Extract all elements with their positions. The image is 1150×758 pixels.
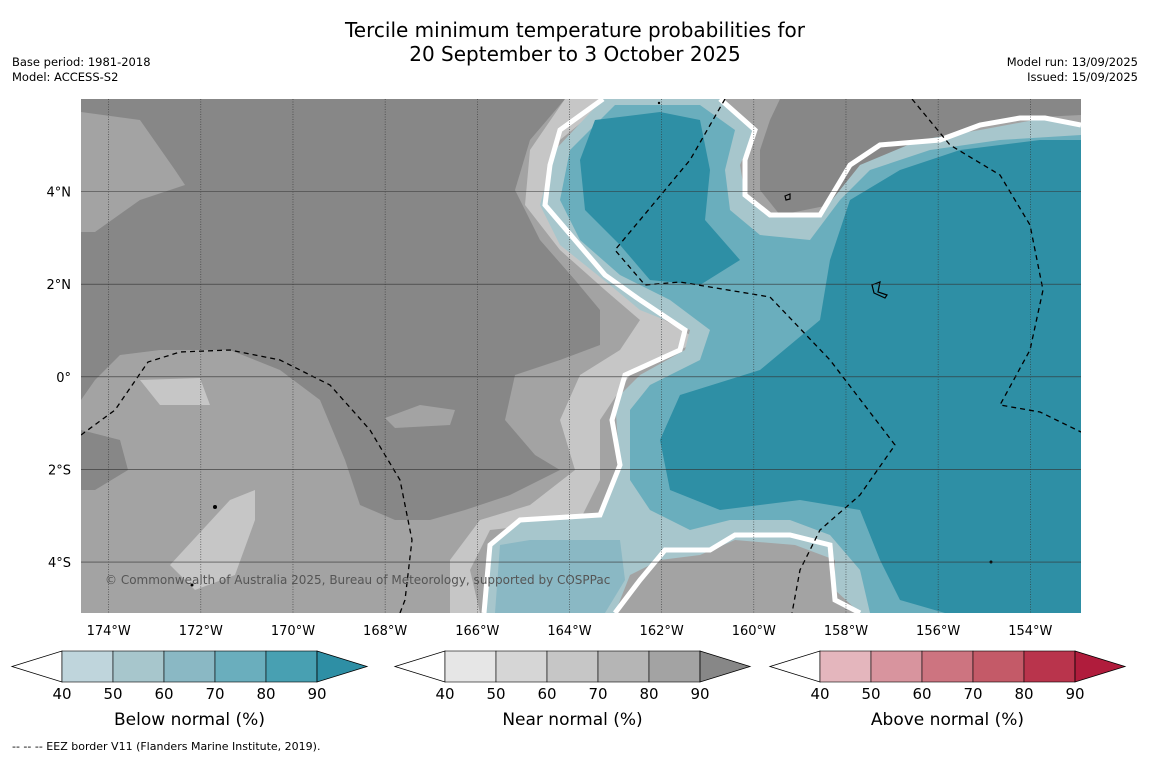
colorbar-tick-label: 70 <box>963 685 982 703</box>
colorbar-2: 40 50 60 70 80 90 Near normal (%) <box>393 650 752 730</box>
meta-left: Base period: 1981-2018 Model: ACCESS-S2 <box>12 55 151 85</box>
category-boundary-line-north <box>718 99 1081 218</box>
colorbar-segment <box>921 650 974 683</box>
colorbar-segment <box>1023 650 1076 683</box>
colorbar-segment <box>163 650 216 683</box>
colorbar-tick-label: 50 <box>486 685 505 703</box>
model-run: Model run: 13/09/2025 <box>1006 55 1138 69</box>
near-normal-mid-patch-c <box>385 405 455 428</box>
colorbar-high-extension <box>699 650 752 683</box>
lon-tick-label: 174°W <box>87 624 131 639</box>
colorbar-segment <box>819 650 872 683</box>
meta-right: Model run: 13/09/2025 Issued: 15/09/2025 <box>1007 55 1138 85</box>
latitude-labels: 4°N 2°N 0° 2°S 4°S <box>47 186 72 571</box>
graticule <box>81 99 1081 613</box>
issued-date: Issued: 15/09/2025 <box>1027 70 1138 84</box>
eez-border-west <box>81 349 413 613</box>
lon-tick-label: 164°W <box>547 624 591 639</box>
colorbar-title: Above normal (%) <box>871 710 1024 730</box>
longitude-labels: 174°W 172°W 170°W 168°W 166°W 164°W 162°W 160°W… <box>87 624 1053 639</box>
lon-tick-label: 160°W <box>732 624 776 639</box>
lon-tick-label: 162°W <box>640 624 684 639</box>
island-small-4 <box>657 101 661 105</box>
colorbar-tick-label: 90 <box>690 685 709 703</box>
colorbar-low-extension <box>768 650 821 683</box>
colorbars: 40 50 60 70 80 90 Below normal (%) 40 50 60 70 80 90… <box>10 650 1127 730</box>
lon-tick-label: 168°W <box>363 624 407 639</box>
colorbar-3: 40 50 60 70 80 90 Above normal (%) <box>768 650 1127 730</box>
eez-border-central <box>614 99 896 613</box>
eez-footnote: -- -- -- EEZ border V11 (Flanders Marine… <box>12 740 321 753</box>
colorbar-tick-label: 70 <box>205 685 224 703</box>
colorbar-tick-label: 50 <box>861 685 880 703</box>
map-figure: © Commonwealth of Australia 2025, Bureau… <box>10 99 1127 730</box>
colorbar-segment <box>495 650 548 683</box>
lat-tick-label: 2°S <box>48 463 71 478</box>
colorbar-segment <box>870 650 923 683</box>
below-normal-dark-region-north <box>580 112 740 285</box>
lat-tick-label: 4°S <box>48 556 71 571</box>
lon-tick-label: 170°W <box>271 624 315 639</box>
colorbar-segment <box>214 650 267 683</box>
colorbar-tick-label: 60 <box>912 685 931 703</box>
near-normal-dark-region <box>81 99 600 520</box>
below-normal-light-patch-sw <box>495 540 625 613</box>
colorbar-title: Near normal (%) <box>502 710 642 730</box>
colorbar-tick-label: 60 <box>154 685 173 703</box>
colorbar-segment <box>597 650 650 683</box>
island-small-2 <box>190 583 194 587</box>
colorbar-segment <box>648 650 701 683</box>
lon-tick-label: 166°W <box>455 624 499 639</box>
category-boundary-line-south <box>613 532 862 613</box>
island-north <box>784 193 791 201</box>
colorbar-high-extension <box>316 650 369 683</box>
lon-tick-label: 172°W <box>179 624 223 639</box>
colorbar-tick-label: 50 <box>103 685 122 703</box>
colorbar-tick-label: 60 <box>537 685 556 703</box>
title-line-2: 20 September to 3 October 2025 <box>409 42 741 66</box>
lon-tick-label: 156°W <box>916 624 960 639</box>
lat-tick-label: 4°N <box>47 186 72 201</box>
copyright-text: © Commonwealth of Australia 2025, Bureau… <box>105 573 610 587</box>
colorbar-tick-label: 90 <box>307 685 326 703</box>
colorbar-high-extension <box>1074 650 1127 683</box>
near-normal-light-patch-s <box>170 490 255 590</box>
lat-tick-label: 0° <box>56 371 71 386</box>
colorbar-title: Below normal (%) <box>114 710 265 730</box>
near-normal-mid-patch-w <box>81 112 185 232</box>
title-line-1: Tercile minimum temperature probabilitie… <box>344 18 806 42</box>
colorbar-segment <box>444 650 497 683</box>
lon-tick-label: 158°W <box>824 624 868 639</box>
colorbar-tick-label: 90 <box>1065 685 1084 703</box>
colorbar-low-extension <box>393 650 446 683</box>
model-name: Model: ACCESS-S2 <box>12 70 119 84</box>
colorbar-tick-label: 80 <box>256 685 275 703</box>
below-normal-dark-region-east <box>660 140 1081 613</box>
category-boundary-line-west <box>481 99 688 613</box>
colorbar-tick-label: 40 <box>435 685 454 703</box>
colorbar-1: 40 50 60 70 80 90 Below normal (%) <box>10 650 369 730</box>
colorbar-tick-label: 40 <box>810 685 829 703</box>
colorbar-segment <box>972 650 1025 683</box>
near-normal-light-patch-eq <box>140 378 210 405</box>
near-normal-dark-region-se <box>81 430 128 490</box>
base-period: Base period: 1981-2018 <box>12 55 151 69</box>
colorbar-segment <box>61 650 114 683</box>
colorbar-tick-label: 70 <box>588 685 607 703</box>
colorbar-low-extension <box>10 650 63 683</box>
lat-tick-label: 2°N <box>47 278 72 293</box>
colorbar-tick-label: 40 <box>52 685 71 703</box>
near-normal-boundary-band <box>450 99 690 613</box>
colorbar-segment <box>265 650 318 683</box>
map-plot-area: © Commonwealth of Australia 2025, Bureau… <box>81 99 1081 613</box>
lon-tick-label: 154°W <box>1008 624 1052 639</box>
colorbar-tick-label: 80 <box>1014 685 1033 703</box>
island-jarvis <box>871 281 888 299</box>
island-small-1 <box>213 505 217 509</box>
colorbar-tick-label: 80 <box>639 685 658 703</box>
colorbar-segment <box>112 650 165 683</box>
map-title: Tercile minimum temperature probabilitie… <box>0 18 1150 66</box>
colorbar-segment <box>546 650 599 683</box>
